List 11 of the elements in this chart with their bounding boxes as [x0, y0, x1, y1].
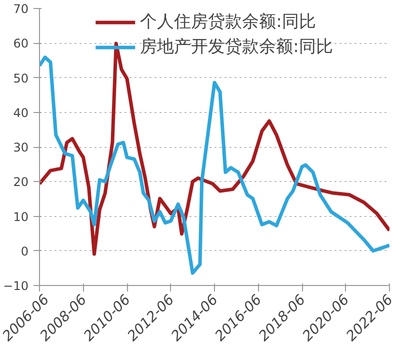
y-tick-label: 50	[13, 71, 29, 86]
y-tick-label: 40	[13, 106, 29, 120]
y-tick-label: 70	[13, 2, 29, 16]
y-tick-label: 30	[13, 140, 29, 154]
y-tick-label: 60	[13, 36, 29, 51]
y-tick-label: −10	[3, 279, 29, 293]
y-tick-label: 10	[13, 210, 29, 224]
legend-label: 个人住房贷款余额:同比	[140, 11, 316, 33]
y-tick-label: 20	[13, 175, 29, 190]
y-tick-label: 0	[20, 244, 29, 258]
legend-label: 房地产开发贷款余额:同比	[140, 36, 333, 58]
